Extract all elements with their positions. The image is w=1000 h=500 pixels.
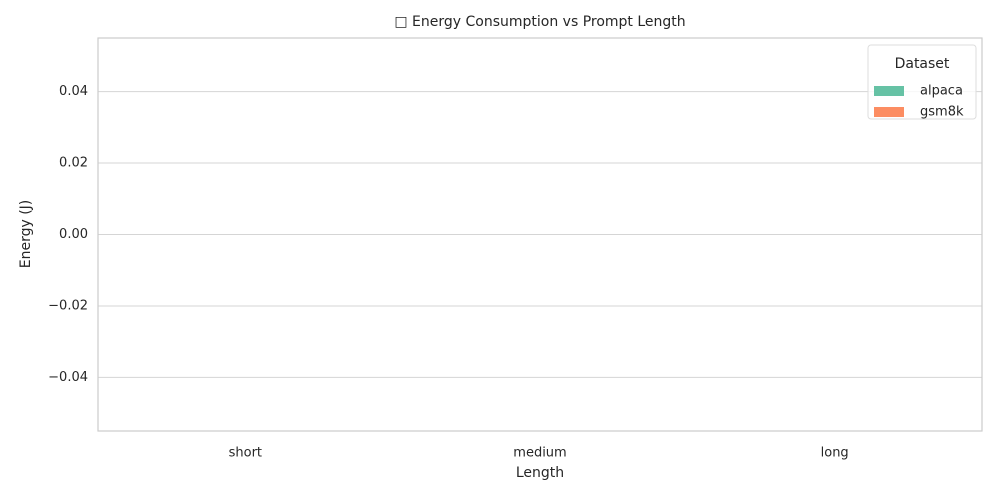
legend-swatch — [874, 86, 904, 96]
x-axis-label: Length — [516, 465, 564, 481]
y-tick-label: 0.04 — [59, 84, 88, 99]
legend-label: gsm8k — [920, 105, 964, 120]
legend-title: Dataset — [895, 56, 950, 72]
y-axis-label: Energy (J) — [18, 200, 34, 269]
chart-title: □ Energy Consumption vs Prompt Length — [394, 14, 685, 30]
x-tick-label: medium — [513, 446, 566, 461]
x-tick-label: short — [229, 446, 262, 461]
legend-swatch — [874, 107, 904, 117]
legend-label: alpaca — [920, 84, 963, 99]
y-tick-label: −0.04 — [48, 370, 88, 385]
x-tick-label: long — [821, 446, 849, 461]
y-tick-label: −0.02 — [48, 298, 88, 313]
axes-frame — [97, 37, 983, 432]
y-tick-label: 0.00 — [59, 227, 88, 242]
y-tick-label: 0.02 — [59, 156, 88, 171]
legend-box — [867, 44, 977, 120]
